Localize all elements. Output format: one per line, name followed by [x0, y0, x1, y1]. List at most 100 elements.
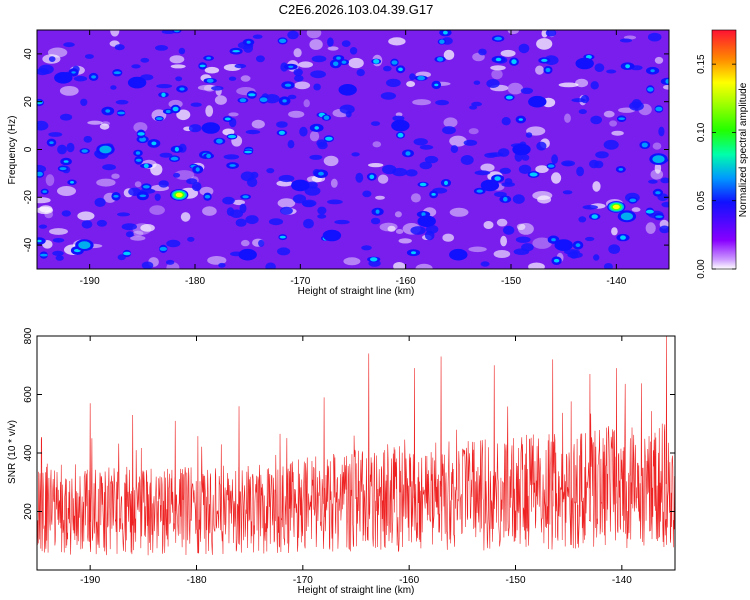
spectrogram-blob-core	[398, 67, 403, 72]
spectrogram-trough	[174, 170, 195, 180]
spectrogram-blob	[594, 160, 604, 169]
spectrogram-blob	[83, 135, 93, 143]
spectrogram-trough	[532, 237, 552, 249]
spectrogram-blob	[512, 194, 525, 204]
colorbar-frame	[711, 29, 737, 270]
spectrogram-blob-core	[279, 235, 286, 239]
spectrogram-blob	[435, 99, 449, 106]
spectrogram-trough	[130, 235, 146, 241]
spectrogram-hotspot	[417, 215, 436, 227]
spectrogram-trough	[398, 238, 412, 244]
spectrogram-trough	[77, 211, 95, 221]
spectrogram-blob-core	[444, 180, 448, 186]
spectrogram-blob	[60, 113, 73, 121]
x-tick-label: -150	[505, 575, 525, 586]
spectrogram-blob-core	[113, 71, 122, 75]
spectrogram-trough	[96, 178, 116, 187]
spectrogram-blob	[294, 75, 304, 82]
spectrogram-blob	[405, 169, 418, 177]
y-tick-label: -20	[23, 190, 34, 205]
spectrogram-blob	[351, 152, 360, 157]
spectrogram-blob-core	[232, 50, 240, 53]
spectrogram-blob-core	[436, 57, 444, 62]
spectrogram-blob	[125, 231, 134, 238]
spectrogram-blob	[38, 64, 54, 75]
snr-background	[37, 336, 675, 570]
spectrogram-blob	[545, 30, 557, 37]
spectrogram-blob	[585, 236, 595, 242]
spectrogram-blob	[463, 139, 478, 146]
spectrogram-trough	[149, 205, 165, 215]
spectrogram-blob-core	[625, 64, 630, 69]
spectrogram-blob-core	[135, 151, 141, 155]
spectrogram-trough	[480, 163, 495, 172]
spectrogram-blob	[484, 152, 498, 158]
spectrogram-hotspot	[96, 143, 115, 156]
spectrogram-trough	[507, 82, 524, 95]
spectrogram-blob	[442, 126, 456, 135]
spectrogram-trough	[133, 122, 148, 133]
spectrogram-blob-core	[375, 209, 380, 214]
spectrogram-blob	[606, 69, 617, 74]
spectrogram-blob-core	[645, 209, 654, 214]
spectrogram-blob	[230, 209, 243, 218]
spectrogram-blob	[562, 190, 573, 195]
spectrogram-trough	[214, 95, 227, 105]
spectrogram-blob	[311, 55, 327, 63]
spectrogram-trough	[293, 48, 302, 58]
x-tick-label: -180	[186, 575, 206, 586]
spectrogram-blob-core	[503, 196, 508, 202]
y-tick-label: 400	[23, 444, 34, 461]
spectrogram-blob-core	[49, 141, 54, 145]
colorbar-ticks: 0.00 0.05 0.10 0.15	[696, 54, 736, 279]
spectrogram-trough	[663, 85, 669, 90]
spectrogram-blob-core	[239, 98, 247, 103]
snr-panel: -190 -180 -170 -160 -150 -140 200 400 600 800 He…	[7, 327, 676, 596]
snr-x-label: Height of straight line (km)	[298, 585, 415, 596]
spectrogram-trough	[415, 263, 433, 269]
spectrogram-blob	[419, 144, 434, 150]
spectrogram-blob-core	[159, 246, 167, 251]
spectrogram-blob	[419, 161, 433, 170]
spectrogram-blob	[471, 101, 482, 107]
x-tick-label: -160	[399, 575, 419, 586]
spectrogram-blob	[131, 64, 141, 69]
spectrogram-blob	[631, 99, 642, 109]
spectrogram-blob	[287, 140, 295, 149]
spectrogram-trough	[49, 228, 68, 235]
spectrogram-blob	[334, 219, 350, 225]
spectrogram-blob-core	[105, 109, 111, 113]
spectrogram-blob	[252, 34, 263, 39]
spectrogram-trough	[535, 65, 544, 75]
spectrogram-trough	[496, 218, 508, 227]
spectrogram-trough	[207, 256, 227, 265]
spectrogram-trough	[309, 131, 320, 142]
spectrogram-trough	[134, 181, 142, 188]
spectrogram-blob	[81, 220, 93, 229]
spectrogram-blob-core	[288, 65, 294, 69]
spectrogram-trough	[443, 49, 455, 61]
spectrogram-blob	[55, 255, 64, 261]
spectrogram-trough	[180, 212, 191, 222]
spectrogram-trough	[551, 172, 562, 184]
spectrogram-blob	[317, 206, 327, 215]
spectrogram-blob-core	[618, 117, 625, 120]
spectrogram-trough	[516, 223, 526, 230]
y-tick-label: 600	[23, 386, 34, 403]
spectrogram-blob-core	[511, 59, 517, 65]
spectrogram-trough	[592, 181, 601, 192]
spectrogram-trough	[204, 66, 220, 74]
spectrogram-trough	[611, 227, 618, 236]
spectrogram-blob-core	[325, 136, 333, 141]
spectrogram-blob-core	[629, 198, 637, 203]
spectrogram-trough	[372, 141, 382, 148]
colorbar-tick-label: 0.10	[696, 122, 707, 142]
spectrogram-trough	[611, 130, 624, 136]
colorbar-tick-label: 0.15	[696, 54, 707, 74]
spectrogram-blob	[52, 250, 64, 256]
spectrogram-trough	[528, 262, 545, 269]
spectrogram-blob-core	[417, 75, 425, 81]
spectrogram-blob-core	[476, 189, 483, 193]
spectrogram-blob	[503, 225, 515, 235]
spectrogram-hotspot	[649, 153, 668, 165]
